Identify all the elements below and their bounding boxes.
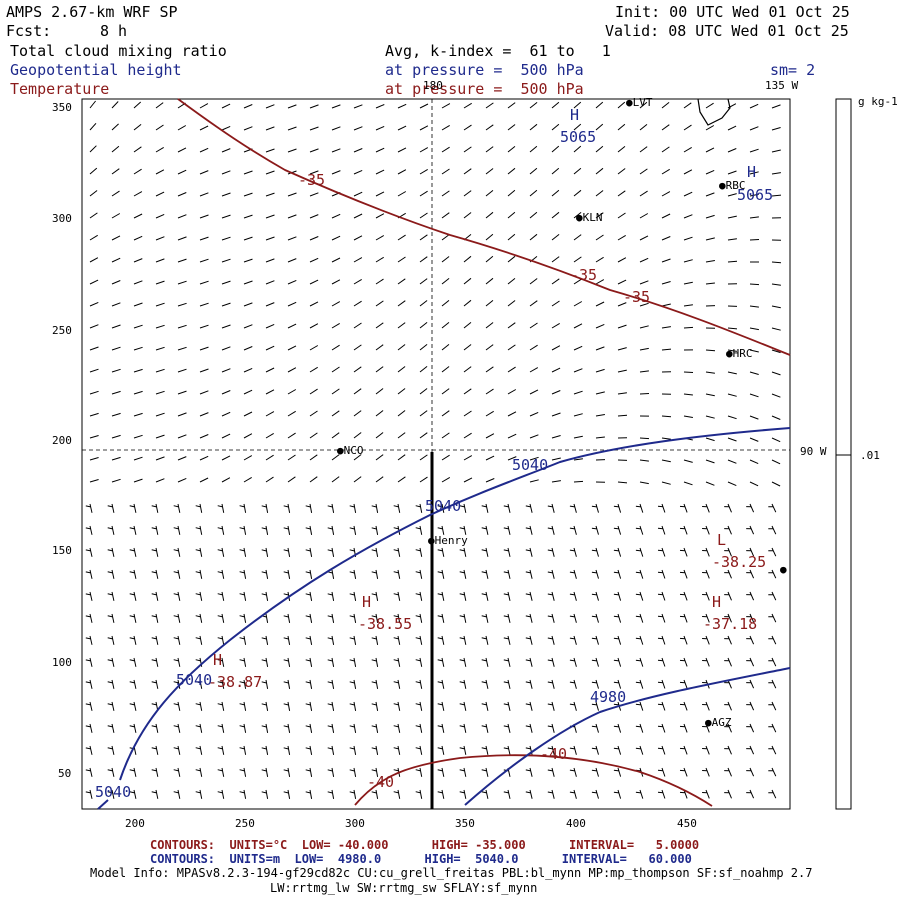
field-height-info: at pressure = 500 hPa [385,61,584,79]
station-dot-icon: ● [726,347,733,360]
field-temp-info: at pressure = 500 hPa [385,80,584,98]
lon-label-135w: 135 W [765,79,799,92]
lon-label-90w: 90 W [800,445,827,458]
height-contour-label: 4980 [590,688,627,706]
height-contour-label: 5040 [512,456,549,474]
y-tick: 50 [58,767,72,780]
colorbar-value: .01 [860,449,880,462]
field-cloud-info: Avg, k-index = 61 to 1 [385,42,611,60]
height-high-marker: H [570,106,580,124]
station-unnamed: ● [780,564,787,575]
height-contour-label: 5040 [95,783,132,801]
x-tick: 450 [677,817,697,830]
x-tick: 200 [125,817,145,830]
station-dot-icon: ● [428,534,435,547]
y-tick: 200 [52,434,72,447]
station-agz: ●AGZ [705,716,732,729]
station-dot-icon: ● [576,211,583,224]
field-height-title: Geopotential height [10,61,182,79]
temp-contour-label: -40 [540,745,568,763]
footer-model-info: Model Info: MPASv8.2.3-194-gf29cd82c CU:… [90,866,813,880]
height-high-marker: H [747,163,757,181]
x-tick: 350 [455,817,475,830]
temperature-contours [177,98,791,807]
coastline [697,98,731,126]
temp-high-value: -38.87 [208,673,263,691]
height-contours [97,427,791,810]
station-kln: ●KLN [576,211,603,224]
x-tick: 400 [566,817,586,830]
y-tick: 350 [52,101,72,114]
temp-high-value: -37.18 [703,615,758,633]
temp-contour-label: -35 [623,288,651,306]
colorbar-units: g kg-1 [858,95,898,108]
field-cloud-title: Total cloud mixing ratio [10,42,227,60]
station-dot-icon: ● [780,563,787,576]
height-contour-label: 5040 [176,671,213,689]
field-temp-title: Temperature [10,80,110,98]
smoothing-label: sm= 2 [770,61,816,79]
forecast-hour: 8 h [100,22,128,40]
station-dot-icon: ● [705,716,712,729]
colorbar [835,98,852,810]
footer-height-contours: CONTOURS: UNITS=m LOW= 4980.0 HIGH= 5040… [150,852,692,866]
temp-high-value: -38.55 [358,615,413,633]
temp-low-marker: L [717,531,727,549]
x-tick: 300 [345,817,365,830]
init-time: Init: 00 UTC Wed 01 Oct 25 [615,3,850,21]
y-tick: 300 [52,212,72,225]
height-high-value: 5065 [560,128,597,146]
temp-contour-label: -35 [570,266,598,284]
temp-contour-label: -40 [367,773,395,791]
station-nco: ●NCO [337,444,364,457]
station-lvt: ●LVT [626,96,653,109]
y-tick: 250 [52,324,72,337]
footer-model-info-2: LW:rrtmg_lw SW:rrtmg_sw SFLAY:sf_mynn [270,881,538,895]
station-dot-icon: ● [337,444,344,457]
temp-contour-label: -35 [298,171,326,189]
temp-high-marker: H [362,593,372,611]
map-frame [81,98,791,810]
forecast-label: Fcst: [6,22,52,40]
station-dot-icon: ● [626,96,633,109]
y-tick: 150 [52,544,72,557]
footer-temp-contours: CONTOURS: UNITS=°C LOW= -40.000 HIGH= -3… [150,838,700,852]
station-dot-icon: ● [719,179,726,192]
model-title: AMPS 2.67-km WRF SP [6,3,178,21]
temp-high-marker: H [712,593,722,611]
station-rbc: ●RBC [719,179,746,192]
x-tick: 250 [235,817,255,830]
station-henry: ●Henry [428,534,468,547]
lon-label-180: 180 [423,79,443,92]
temp-high-marker: H [213,651,223,669]
y-tick: 100 [52,656,72,669]
temp-low-value: -38.25 [712,553,767,571]
height-high-value: 5065 [737,186,774,204]
station-hrc: ●HRC [726,347,753,360]
valid-time: Valid: 08 UTC Wed 01 Oct 25 [605,22,849,40]
height-contour-label: 5040 [425,497,462,515]
